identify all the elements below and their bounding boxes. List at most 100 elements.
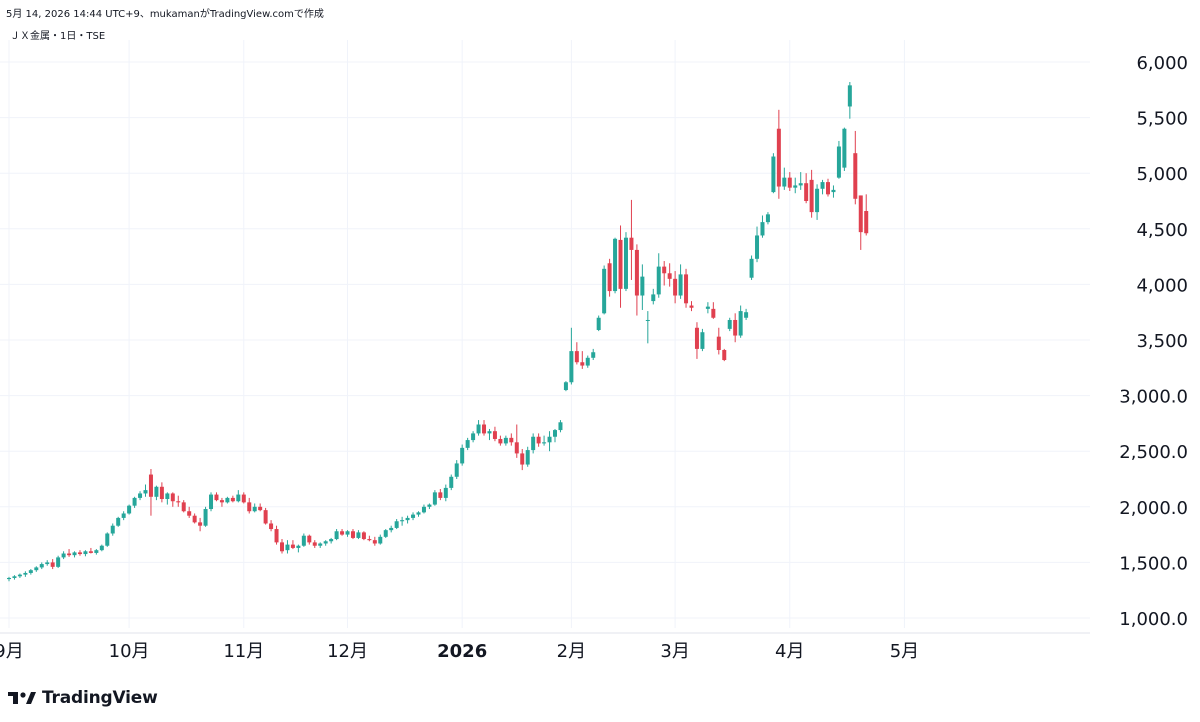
x-tick-label: 11月 bbox=[223, 641, 264, 662]
candle-body bbox=[274, 529, 279, 543]
candle bbox=[634, 244, 639, 316]
candle-body bbox=[711, 308, 716, 318]
candle-body bbox=[411, 514, 416, 518]
candle-body bbox=[864, 211, 869, 234]
chart-caption: 5月 14, 2026 14:44 UTC+9、mukamanがTradingV… bbox=[6, 9, 324, 20]
candle-body bbox=[148, 474, 153, 497]
candle bbox=[667, 263, 672, 287]
candle bbox=[230, 495, 235, 503]
candle bbox=[361, 531, 366, 541]
candle bbox=[45, 560, 50, 566]
candle bbox=[394, 519, 399, 530]
y-tick-label: 5,500 bbox=[1136, 109, 1188, 130]
candle bbox=[465, 437, 470, 451]
y-axis: 6,000 5,500 5,000 4,500 4,000 3,500 3,000.0 2,5… bbox=[1119, 53, 1188, 630]
candle-body bbox=[613, 238, 618, 292]
candle bbox=[722, 348, 727, 362]
candle bbox=[77, 550, 82, 556]
candle-body bbox=[50, 562, 55, 567]
candle bbox=[585, 355, 590, 368]
candle bbox=[312, 540, 317, 548]
candle-body bbox=[154, 486, 159, 497]
candle-body bbox=[542, 442, 547, 444]
candle bbox=[705, 302, 710, 314]
candle bbox=[83, 550, 88, 557]
candle-body bbox=[563, 382, 568, 391]
candle bbox=[356, 530, 361, 540]
candle-body bbox=[361, 532, 366, 540]
candle-body bbox=[602, 268, 607, 314]
candle bbox=[755, 226, 760, 263]
candle bbox=[148, 468, 153, 516]
candle-body bbox=[853, 153, 858, 199]
candle bbox=[61, 551, 66, 560]
candle bbox=[181, 500, 186, 513]
candle bbox=[471, 431, 476, 443]
candle bbox=[329, 537, 334, 544]
candle bbox=[842, 127, 847, 171]
candle bbox=[99, 544, 104, 552]
candle-body bbox=[236, 494, 241, 502]
candle-body bbox=[28, 570, 33, 573]
candle bbox=[623, 232, 628, 292]
candle bbox=[787, 172, 792, 191]
candle bbox=[7, 576, 11, 582]
candle bbox=[684, 268, 689, 308]
candle bbox=[733, 313, 738, 343]
candle bbox=[258, 503, 263, 512]
candle-body bbox=[509, 437, 514, 443]
candle bbox=[503, 435, 508, 446]
candle-body bbox=[645, 319, 650, 321]
candle-body bbox=[323, 541, 328, 544]
candle bbox=[454, 460, 459, 479]
candle-body bbox=[744, 312, 749, 318]
candle bbox=[17, 573, 22, 578]
candle-body bbox=[673, 278, 678, 296]
candle bbox=[432, 490, 437, 506]
candle bbox=[591, 348, 596, 361]
candle bbox=[154, 485, 159, 501]
candle bbox=[105, 532, 110, 547]
candle bbox=[67, 549, 72, 557]
candle-body bbox=[383, 530, 388, 537]
candle bbox=[383, 529, 388, 538]
candle bbox=[618, 225, 623, 308]
x-tick-label: 2月 bbox=[557, 641, 586, 662]
candle-body bbox=[110, 525, 115, 534]
candle bbox=[34, 566, 39, 572]
candle-body bbox=[88, 551, 93, 553]
candle-body bbox=[689, 305, 694, 308]
candle-body bbox=[329, 539, 334, 542]
x-tick-label: 10月 bbox=[109, 641, 150, 662]
candle bbox=[263, 507, 268, 525]
candle-body bbox=[56, 557, 61, 567]
tradingview-logo[interactable]: TradingView bbox=[8, 688, 158, 708]
candle bbox=[192, 513, 197, 524]
candle-body bbox=[503, 437, 508, 444]
candle-body bbox=[553, 430, 557, 437]
candle bbox=[771, 153, 776, 194]
candle-body bbox=[525, 450, 530, 465]
grid-lines bbox=[0, 40, 1090, 628]
x-tick-label: 9月 bbox=[0, 641, 24, 662]
candle-body bbox=[252, 506, 257, 512]
candlestick-chart[interactable]: 6,000 5,500 5,000 4,500 4,000 3,500 3,000.0 2,5… bbox=[0, 0, 1200, 675]
candle-body bbox=[585, 357, 590, 366]
candle bbox=[482, 420, 487, 436]
candle-body bbox=[165, 493, 170, 500]
candle bbox=[252, 503, 257, 513]
candle-body bbox=[569, 351, 574, 383]
candle-body bbox=[547, 436, 552, 443]
candle-body bbox=[498, 438, 503, 444]
candle bbox=[563, 381, 568, 392]
candle bbox=[651, 288, 656, 305]
candle-body bbox=[94, 550, 99, 553]
candle-body bbox=[438, 492, 443, 498]
candle-body bbox=[782, 177, 787, 187]
candle-body bbox=[416, 512, 421, 515]
candle-body bbox=[727, 319, 732, 329]
candle bbox=[416, 511, 421, 517]
candle-body bbox=[61, 553, 66, 558]
candle bbox=[301, 533, 306, 547]
candle bbox=[793, 177, 798, 194]
